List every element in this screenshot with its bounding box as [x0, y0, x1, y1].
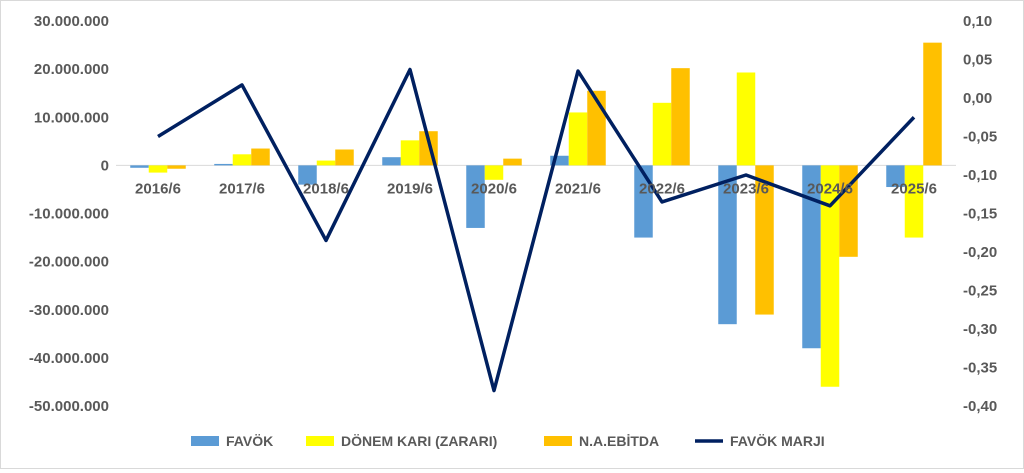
right-axis-tick-label: -0,20 — [963, 244, 997, 261]
bar-3-2017-6 — [251, 148, 270, 166]
x-tick-label: 2022/6 — [639, 180, 685, 197]
right-axis-tick-label: -0,30 — [963, 321, 997, 338]
legend: FAVÖK DÖNEM KARI (ZARARI) N.A.EBİTDA FAVÖK … — [191, 433, 825, 449]
right-axis-tick-label: 0,00 — [963, 90, 992, 107]
left-axis-tick-label: 20.000.000 — [34, 61, 109, 78]
bar-3-2025-6 — [923, 42, 942, 166]
bar-1-2018-6 — [298, 165, 317, 185]
x-axis-tick-labels: 2016/6 2017/6 2018/6 2019/6 2020/6 2021/6 2022… — [135, 180, 937, 197]
right-axis-tick-label: 0,05 — [963, 52, 992, 69]
bar-2-2019-6 — [400, 140, 420, 166]
legend-label: FAVÖK — [226, 433, 273, 449]
bar-1-2016-6 — [130, 165, 149, 168]
right-axis-tick-label: -0,40 — [963, 398, 997, 415]
bar-3-2020-6 — [503, 158, 522, 166]
line-series-group — [157, 67, 916, 393]
bar-series-group — [130, 42, 942, 387]
x-tick-label: 2023/6 — [723, 180, 769, 197]
bar-2-2024-6 — [820, 165, 840, 387]
legend-label: N.A.EBİTDA — [579, 433, 659, 449]
legend-swatch — [306, 436, 334, 446]
bar-3-2016-6 — [167, 165, 186, 169]
left-axis-tick-label: -40.000.000 — [29, 350, 109, 367]
favok-marji-line — [157, 67, 916, 393]
right-axis-tick-label: -0,35 — [963, 360, 997, 377]
bar-3-2022-6 — [671, 68, 690, 166]
legend-swatch — [544, 436, 572, 446]
bar-2-2018-6 — [316, 160, 336, 166]
left-axis-tick-label: 0 — [101, 157, 109, 174]
bar-1-2021-6 — [550, 155, 569, 166]
x-tick-label: 2018/6 — [303, 180, 349, 197]
x-tick-label: 2019/6 — [387, 180, 433, 197]
right-axis-tick-label: -0,10 — [963, 167, 997, 184]
bar-2-2022-6 — [652, 102, 672, 166]
right-axis-tick-label: 0,10 — [963, 13, 992, 30]
left-axis-tick-label: 10.000.000 — [34, 109, 109, 126]
bar-2-2020-6 — [484, 165, 504, 180]
bar-3-2024-6 — [839, 165, 858, 257]
left-axis-tick-label: -30.000.000 — [29, 302, 109, 319]
bar-2-2025-6 — [904, 165, 924, 238]
bar-1-2020-6 — [466, 165, 485, 228]
left-axis-ticks: 30.000.000 20.000.000 10.000.000 0 -10.000.0… — [29, 13, 109, 415]
x-tick-label: 2020/6 — [471, 180, 517, 197]
bar-1-2023-6 — [718, 165, 737, 325]
right-axis-tick-label: -0,15 — [963, 206, 997, 223]
right-axis-ticks: 0,10 0,05 0,00 -0,05 -0,10 -0,15 -0,20 -0,25 -0,… — [963, 13, 997, 415]
x-tick-label: 2025/6 — [891, 180, 937, 197]
x-tick-label: 2024/6 — [807, 180, 853, 197]
legend-swatch — [191, 436, 219, 446]
bar-2-2016-6 — [148, 165, 168, 173]
bar-1-2024-6 — [802, 165, 821, 349]
bar-1-2025-6 — [886, 165, 905, 188]
right-axis-tick-label: -0,25 — [963, 283, 997, 300]
bar-2-2023-6 — [736, 72, 756, 166]
bar-3-2018-6 — [335, 149, 354, 166]
bar-1-2017-6 — [214, 163, 233, 166]
x-tick-label: 2017/6 — [219, 180, 265, 197]
x-tick-label: 2016/6 — [135, 180, 181, 197]
legend-label: DÖNEM KARI (ZARARI) — [341, 433, 497, 449]
x-tick-label: 2021/6 — [555, 180, 601, 197]
left-axis-tick-label: -50.000.000 — [29, 398, 109, 415]
bar-2-2021-6 — [568, 112, 588, 166]
right-axis-tick-label: -0,05 — [963, 129, 997, 146]
left-axis-tick-label: 30.000.000 — [34, 13, 109, 30]
legend-label: FAVÖK MARJI — [730, 433, 825, 449]
left-axis-tick-label: -20.000.000 — [29, 254, 109, 271]
bar-2-2017-6 — [232, 154, 252, 166]
bar-1-2019-6 — [382, 157, 401, 166]
bar-3-2023-6 — [755, 165, 774, 315]
left-axis-tick-label: -10.000.000 — [29, 206, 109, 223]
